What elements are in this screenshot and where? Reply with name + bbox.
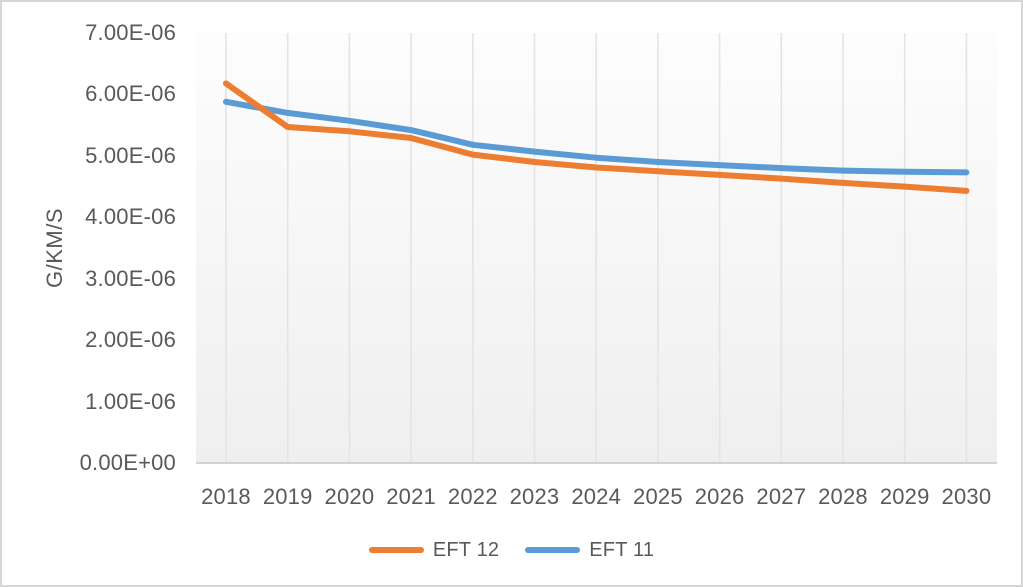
x-tick-label: 2029 bbox=[879, 484, 930, 509]
y-tick-label: 6.00E-06 bbox=[85, 81, 176, 107]
y-tick-label: 2.00E-06 bbox=[85, 327, 176, 353]
x-tick-label: 2027 bbox=[756, 484, 807, 509]
y-tick-label: 3.00E-06 bbox=[85, 265, 176, 291]
series-line-eft-11[interactable] bbox=[223, 98, 970, 176]
x-tick-label: 2023 bbox=[509, 484, 560, 509]
x-tick-label: 2030 bbox=[941, 484, 992, 509]
y-tick-label: 4.00E-06 bbox=[85, 204, 176, 230]
legend-item-eft-12[interactable]: EFT 12 bbox=[368, 538, 500, 562]
y-tick-label: 7.00E-06 bbox=[85, 20, 176, 45]
legend-swatch-eft-11 bbox=[525, 547, 581, 553]
y-tick-label: 1.00E-06 bbox=[85, 388, 176, 414]
legend-label-eft-11: EFT 11 bbox=[589, 538, 655, 561]
x-tick-label: 2026 bbox=[694, 484, 745, 509]
x-tick-label: 2018 bbox=[201, 484, 251, 509]
x-tick-label: 2028 bbox=[818, 484, 868, 509]
x-tick-label: 2020 bbox=[324, 484, 375, 509]
y-tick-label: 0.00E+00 bbox=[79, 450, 176, 475]
legend-swatch-eft-12 bbox=[368, 547, 424, 553]
legend-item-eft-11[interactable]: EFT 11 bbox=[525, 539, 654, 562]
x-tick-label: 2024 bbox=[571, 484, 622, 509]
y-tick-label: 5.00E-06 bbox=[85, 142, 176, 168]
x-tick-label: 2025 bbox=[633, 484, 683, 509]
legend-label-eft-12: EFT 12 bbox=[432, 538, 500, 561]
x-tick-label: 2019 bbox=[262, 484, 313, 509]
legend: EFT 12 EFT 11 bbox=[2, 536, 1021, 564]
x-tick-label: 2022 bbox=[447, 484, 498, 509]
x-tick-label: 2021 bbox=[386, 484, 436, 509]
series-line-eft-12[interactable] bbox=[223, 80, 970, 194]
